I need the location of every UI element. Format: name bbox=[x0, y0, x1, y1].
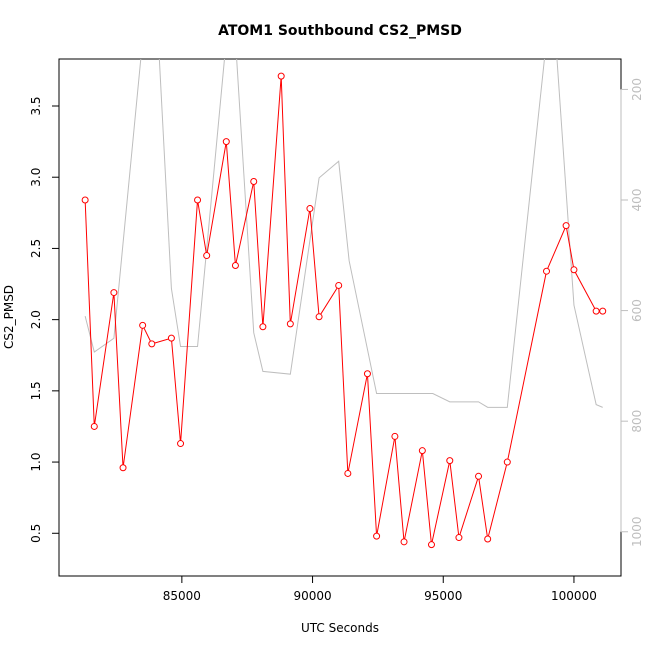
data-point bbox=[315, 313, 323, 321]
data-point bbox=[306, 205, 314, 213]
y-tick-label: 3.0 bbox=[29, 168, 43, 187]
secondary-series-line bbox=[84, 59, 603, 408]
data-point bbox=[110, 289, 118, 297]
y-tick-label: 1.0 bbox=[29, 453, 43, 472]
data-point bbox=[446, 457, 454, 465]
data-point bbox=[139, 321, 147, 329]
data-point bbox=[81, 196, 89, 204]
data-point bbox=[427, 541, 435, 549]
y-tick-label: 2.0 bbox=[29, 310, 43, 329]
y2-tick-label: 1000 bbox=[630, 516, 644, 547]
data-point bbox=[167, 334, 175, 342]
data-point bbox=[250, 177, 258, 185]
data-point bbox=[177, 440, 185, 448]
data-point bbox=[222, 138, 230, 146]
data-point bbox=[418, 447, 426, 455]
y-axis-label: CS2_PMSD bbox=[2, 285, 16, 349]
x-axis-label: UTC Seconds bbox=[301, 621, 379, 635]
secondary-series bbox=[84, 59, 603, 408]
y2-tick-label: 800 bbox=[630, 410, 644, 433]
y2-tick-label: 400 bbox=[630, 189, 644, 212]
primary-series bbox=[81, 72, 607, 549]
data-point bbox=[570, 266, 578, 274]
y-tick-label: 2.5 bbox=[29, 239, 43, 258]
x-tick-label: 90000 bbox=[293, 589, 331, 603]
data-point bbox=[484, 535, 492, 543]
data-point bbox=[475, 472, 483, 480]
data-point bbox=[363, 370, 371, 378]
chart-title: ATOM1 Southbound CS2_PMSD bbox=[218, 23, 462, 39]
data-point bbox=[231, 262, 239, 270]
data-point bbox=[148, 340, 156, 348]
y2-tick-label: 200 bbox=[630, 78, 644, 101]
y-tick-label: 1.5 bbox=[29, 381, 43, 400]
data-point bbox=[455, 534, 463, 542]
data-point bbox=[277, 72, 285, 80]
data-point bbox=[194, 196, 202, 204]
data-point bbox=[543, 267, 551, 275]
y-axis-right: 200 400 600 800 1000 bbox=[620, 78, 644, 547]
x-tick-label: 100000 bbox=[551, 589, 597, 603]
data-point bbox=[599, 307, 607, 315]
data-point bbox=[286, 320, 294, 328]
x-tick-label: 85000 bbox=[163, 589, 201, 603]
data-point bbox=[400, 538, 408, 546]
data-point bbox=[90, 422, 98, 430]
data-point bbox=[503, 458, 511, 466]
data-point bbox=[335, 281, 343, 289]
data-point bbox=[592, 307, 600, 315]
y-tick-label: 3.5 bbox=[29, 96, 43, 115]
x-axis: 85000 90000 95000 100000 bbox=[163, 575, 597, 603]
data-point bbox=[119, 464, 127, 472]
data-point bbox=[373, 532, 381, 540]
data-point bbox=[562, 222, 570, 230]
y-axis-left: 0.5 1.0 1.5 2.0 2.5 3.0 3.5 bbox=[29, 96, 60, 543]
y2-tick-label: 600 bbox=[630, 299, 644, 322]
data-point bbox=[344, 469, 352, 477]
primary-series-line bbox=[84, 76, 603, 545]
x-tick-label: 95000 bbox=[424, 589, 462, 603]
data-point bbox=[259, 323, 267, 331]
y-tick-label: 0.5 bbox=[29, 524, 43, 543]
data-point bbox=[203, 252, 211, 260]
data-point bbox=[391, 432, 399, 440]
